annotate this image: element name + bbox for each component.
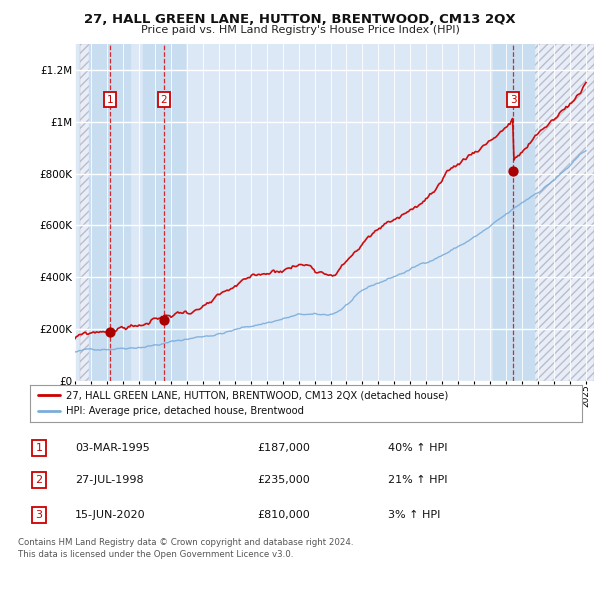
Text: 40% ↑ HPI: 40% ↑ HPI bbox=[389, 443, 448, 453]
Text: Contains HM Land Registry data © Crown copyright and database right 2024.
This d: Contains HM Land Registry data © Crown c… bbox=[18, 538, 353, 559]
Text: Price paid vs. HM Land Registry's House Price Index (HPI): Price paid vs. HM Land Registry's House … bbox=[140, 25, 460, 35]
Text: 2: 2 bbox=[161, 95, 167, 105]
Bar bbox=[143, 44, 185, 381]
Text: £810,000: £810,000 bbox=[257, 510, 310, 520]
Bar bbox=[493, 44, 534, 381]
Text: 03-MAR-1995: 03-MAR-1995 bbox=[75, 443, 150, 453]
Text: £187,000: £187,000 bbox=[257, 443, 310, 453]
Bar bbox=[530, 44, 594, 381]
Text: HPI: Average price, detached house, Brentwood: HPI: Average price, detached house, Bren… bbox=[66, 407, 304, 417]
Text: 21% ↑ HPI: 21% ↑ HPI bbox=[389, 476, 448, 485]
Text: 3: 3 bbox=[35, 510, 43, 520]
Bar bbox=[89, 44, 130, 381]
Bar bbox=[80, 44, 99, 381]
Text: 3: 3 bbox=[510, 95, 517, 105]
Text: 27, HALL GREEN LANE, HUTTON, BRENTWOOD, CM13 2QX: 27, HALL GREEN LANE, HUTTON, BRENTWOOD, … bbox=[84, 13, 516, 26]
Text: 3% ↑ HPI: 3% ↑ HPI bbox=[389, 510, 441, 520]
Point bbox=[105, 327, 115, 337]
Text: 1: 1 bbox=[106, 95, 113, 105]
Text: 27-JUL-1998: 27-JUL-1998 bbox=[75, 476, 143, 485]
Text: 15-JUN-2020: 15-JUN-2020 bbox=[75, 510, 146, 520]
Text: 2: 2 bbox=[35, 476, 43, 485]
Point bbox=[159, 315, 169, 324]
Text: 27, HALL GREEN LANE, HUTTON, BRENTWOOD, CM13 2QX (detached house): 27, HALL GREEN LANE, HUTTON, BRENTWOOD, … bbox=[66, 390, 448, 400]
Text: 1: 1 bbox=[35, 443, 43, 453]
Text: £235,000: £235,000 bbox=[257, 476, 310, 485]
Point bbox=[509, 166, 518, 176]
